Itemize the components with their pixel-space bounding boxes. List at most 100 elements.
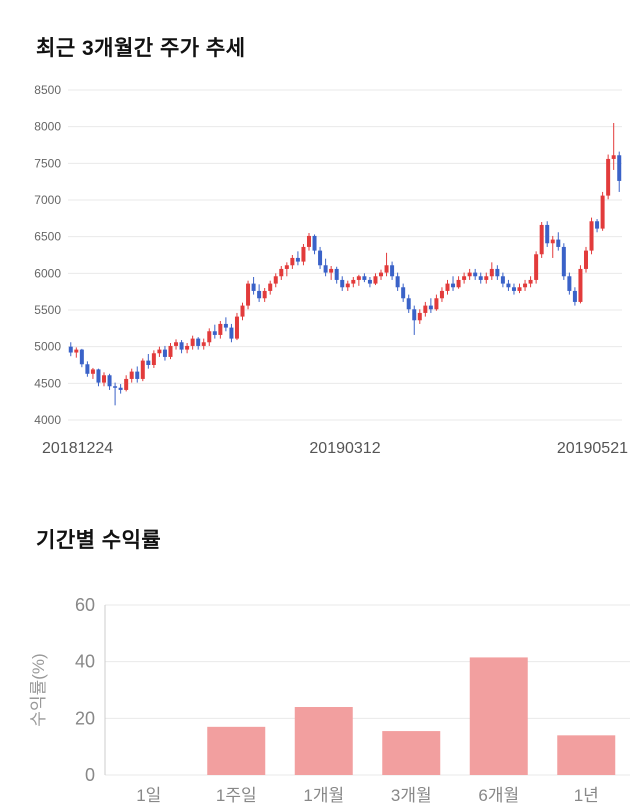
candle-body <box>129 371 134 379</box>
candle-body <box>356 276 361 280</box>
candle-body <box>229 327 234 339</box>
candle-body <box>401 287 406 299</box>
candle-body <box>201 342 206 346</box>
returns-bar-chart: 0 20 40 60 수익률(%) 1일 1주일 1개월 3개월 6개월 1년 <box>29 595 630 805</box>
candle-body <box>556 239 561 247</box>
y-axis-tick-label: 8500 <box>34 83 61 97</box>
candle-body <box>412 309 417 321</box>
candlestick-chart: 4000 4500 5000 5500 6000 6500 7000 7500 8000 8500… <box>34 83 628 457</box>
x-axis-category-label: 6개월 <box>478 786 519 805</box>
x-axis-category-label: 1년 <box>574 786 599 805</box>
candle-body <box>379 272 384 277</box>
candle-body <box>545 224 550 244</box>
x-axis-category-label: 1개월 <box>303 786 344 805</box>
candle-body <box>140 360 145 379</box>
x-axis-category-label: 1주일 <box>216 786 257 805</box>
candle-body <box>146 360 151 365</box>
candle-body <box>85 364 90 374</box>
candle-body <box>517 287 522 291</box>
candle-body <box>124 378 129 390</box>
candle-body <box>329 268 334 273</box>
x-axis-category-label: 1일 <box>136 786 161 805</box>
returns-chart-title: 기간별 수익률 <box>36 529 162 552</box>
candle-body <box>113 386 118 388</box>
candle-body <box>157 349 162 354</box>
y-axis-tick-label: 40 <box>75 652 95 672</box>
candle-body <box>561 246 566 277</box>
candle-body <box>74 349 79 353</box>
candle-body <box>162 349 167 357</box>
return-bar <box>469 657 528 775</box>
y-axis-tick-label: 8000 <box>34 120 61 134</box>
x-axis-date-label: 20181224 <box>42 440 113 457</box>
candle-body <box>395 276 400 288</box>
y-axis-tick-label: 4500 <box>34 376 61 390</box>
candle-body <box>318 250 323 266</box>
candle-body <box>96 369 101 383</box>
candle-body <box>257 290 262 299</box>
y-axis-tick-label: 5500 <box>34 303 61 317</box>
candle-body <box>334 268 339 280</box>
candle-body <box>534 254 539 280</box>
candle-body <box>251 283 256 291</box>
candle-body <box>528 279 533 284</box>
candle-body <box>135 371 140 379</box>
candle-body <box>306 235 311 247</box>
return-bar <box>294 707 353 775</box>
x-axis-date-label: 20190521 <box>557 440 628 457</box>
candle-body <box>373 276 378 284</box>
candle-body <box>196 338 201 346</box>
candle-body <box>462 276 467 280</box>
candle-body <box>107 375 112 387</box>
candle-body <box>473 272 478 277</box>
candle-body <box>68 346 73 353</box>
candle-body <box>118 387 123 390</box>
candle-body <box>246 283 251 306</box>
candle-body <box>351 279 356 284</box>
candle-body <box>207 331 212 343</box>
y-axis-tick-label: 60 <box>75 595 95 615</box>
candle-body <box>456 279 461 288</box>
candle-body <box>550 239 555 244</box>
candle-body <box>323 265 328 273</box>
candle-body <box>284 265 289 269</box>
candle-body <box>478 276 483 280</box>
candle-body <box>340 279 345 288</box>
candle-body <box>312 235 317 251</box>
candle-body <box>290 257 295 266</box>
candle-body <box>168 345 173 357</box>
return-bar <box>557 735 616 775</box>
candle-body <box>367 279 372 284</box>
return-bar <box>207 726 266 775</box>
y-axis-tick-label: 20 <box>75 708 95 728</box>
candle-body <box>240 305 245 317</box>
candle-body <box>489 268 494 277</box>
y-axis-tick-label: 4000 <box>34 413 61 427</box>
candle-body <box>90 369 95 374</box>
candle-body <box>617 155 622 181</box>
y-axis-tick-label: 6000 <box>34 266 61 280</box>
candle-body <box>606 158 611 196</box>
candle-body <box>495 268 500 277</box>
candle-body <box>428 305 433 310</box>
candle-body <box>423 305 428 313</box>
y-axis-tick-label: 7500 <box>34 156 61 170</box>
candle-body <box>484 276 489 280</box>
candle-body <box>406 298 411 310</box>
candle-body <box>572 290 577 302</box>
candle-body <box>434 298 439 310</box>
candle-body <box>345 283 350 288</box>
candle-body <box>390 265 395 277</box>
candle-body <box>511 287 516 291</box>
candle-body <box>567 276 572 291</box>
candle-body <box>578 268 583 302</box>
y-axis-tick-label: 7000 <box>34 193 61 207</box>
y-axis-tick-label: 5000 <box>34 340 61 354</box>
candle-body <box>190 338 195 346</box>
price-trend-chart-title: 최근 3개월간 주가 추세 <box>36 37 246 60</box>
candle-body <box>234 316 239 339</box>
candle-body <box>451 283 456 288</box>
candle-body <box>417 312 422 321</box>
candle-body <box>268 283 273 291</box>
